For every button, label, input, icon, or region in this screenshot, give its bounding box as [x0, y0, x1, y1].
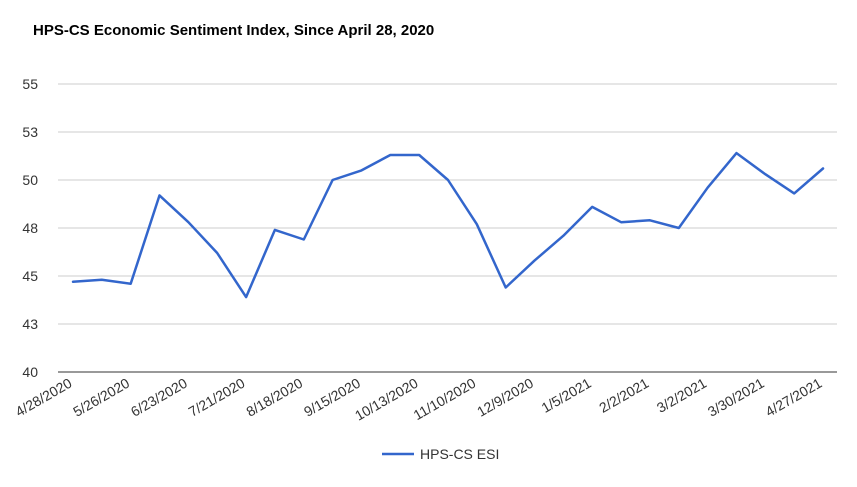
- x-tick-label: 5/26/2020: [70, 375, 132, 420]
- x-tick-label: 2/2/2021: [596, 375, 651, 416]
- gridlines: [58, 83, 837, 373]
- data-point: [446, 178, 450, 182]
- chart-title: HPS-CS Economic Sentiment Index, Since A…: [33, 22, 435, 39]
- series-line: [71, 151, 825, 299]
- x-tick-label: 12/9/2020: [474, 375, 536, 420]
- legend[interactable]: HPS-CS ESI: [382, 446, 499, 462]
- y-axis-ticks: 40 43 45 48 50 53 55: [22, 76, 38, 380]
- data-point: [533, 259, 537, 263]
- data-point: [186, 220, 190, 224]
- x-tick-label: 7/21/2020: [186, 375, 248, 420]
- x-tick-label: 10/13/2020: [352, 375, 421, 424]
- x-tick-label: 4/28/2020: [13, 375, 75, 420]
- data-point: [590, 205, 594, 209]
- data-point: [417, 153, 421, 157]
- data-point: [244, 295, 248, 299]
- data-point: [561, 234, 565, 238]
- data-point: [100, 278, 104, 282]
- data-point: [158, 193, 162, 197]
- data-point: [388, 153, 392, 157]
- data-point: [648, 218, 652, 222]
- x-tick-label: 3/2/2021: [654, 375, 709, 416]
- data-point: [734, 151, 738, 155]
- series-layer: [71, 151, 825, 299]
- y-tick-label: 55: [22, 76, 38, 92]
- data-point: [763, 172, 767, 176]
- legend-label: HPS-CS ESI: [420, 446, 499, 462]
- data-point: [302, 238, 306, 242]
- y-tick-label: 48: [22, 220, 38, 236]
- y-tick-label: 45: [22, 268, 38, 284]
- data-point: [273, 228, 277, 232]
- x-tick-label: 1/5/2021: [539, 375, 594, 416]
- data-point: [331, 178, 335, 182]
- data-point: [504, 286, 508, 290]
- x-axis-ticks: 4/28/20205/26/20206/23/20207/21/20208/18…: [13, 375, 825, 424]
- data-point: [677, 226, 681, 230]
- data-point: [475, 222, 479, 226]
- data-point: [129, 282, 133, 286]
- data-point: [706, 186, 710, 190]
- data-point: [821, 166, 825, 170]
- x-tick-label: 11/10/2020: [411, 375, 479, 423]
- y-tick-label: 53: [22, 124, 38, 140]
- x-tick-label: 4/27/2021: [763, 375, 825, 420]
- data-point: [71, 280, 75, 284]
- data-point: [215, 251, 219, 255]
- x-tick-label: 6/23/2020: [128, 375, 190, 420]
- y-tick-label: 50: [22, 172, 38, 188]
- y-tick-label: 43: [22, 316, 38, 332]
- x-tick-label: 8/18/2020: [243, 375, 305, 420]
- data-point: [792, 191, 796, 195]
- data-point: [359, 168, 363, 172]
- x-tick-label: 3/30/2021: [705, 375, 767, 420]
- y-tick-label: 40: [22, 364, 38, 380]
- data-point: [619, 220, 623, 224]
